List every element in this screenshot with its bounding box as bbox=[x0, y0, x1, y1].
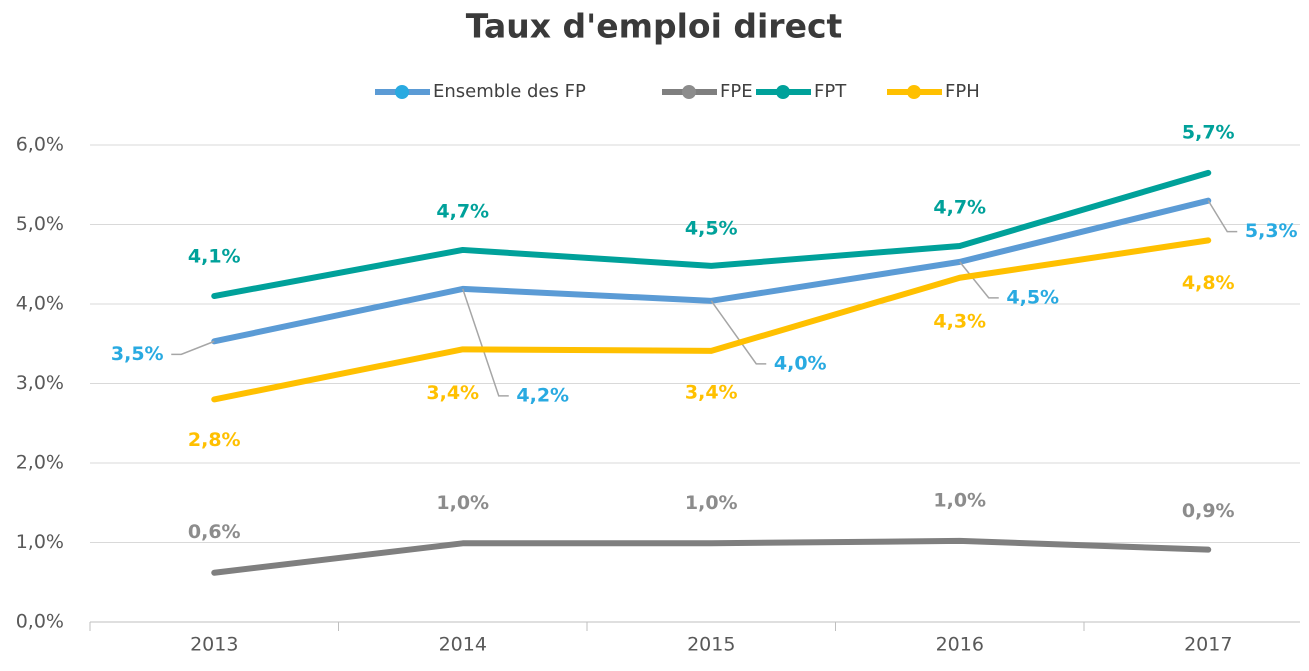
legend-marker bbox=[776, 85, 790, 99]
data-label: 4,3% bbox=[933, 310, 986, 332]
series-line bbox=[211, 169, 1212, 300]
y-tick-label: 6,0% bbox=[16, 134, 64, 156]
data-label: 4,1% bbox=[188, 246, 241, 268]
series-line bbox=[211, 537, 1212, 576]
data-label: 5,7% bbox=[1182, 121, 1235, 143]
data-label: 4,7% bbox=[436, 200, 489, 222]
data-label: 4,0% bbox=[774, 352, 827, 374]
data-label: 4,8% bbox=[1182, 272, 1235, 294]
y-tick-label: 4,0% bbox=[16, 293, 64, 315]
data-label: 2,8% bbox=[188, 429, 241, 451]
data-label: 1,0% bbox=[685, 492, 738, 514]
series-line bbox=[211, 237, 1212, 403]
y-tick-label: 2,0% bbox=[16, 452, 64, 474]
data-label: 3,4% bbox=[685, 381, 738, 403]
y-tick-label: 0,0% bbox=[16, 611, 64, 633]
leader-line bbox=[171, 340, 215, 356]
data-label: 3,4% bbox=[426, 382, 479, 404]
x-tick-label: 2015 bbox=[687, 634, 735, 656]
x-tick-label: 2017 bbox=[1184, 634, 1232, 656]
x-tick-label: 2013 bbox=[190, 634, 238, 656]
x-tick-label: 2014 bbox=[439, 634, 487, 656]
legend-label: FPH bbox=[945, 81, 980, 102]
leader-line bbox=[462, 288, 509, 397]
data-label: 1,0% bbox=[933, 489, 986, 511]
data-label: 0,6% bbox=[188, 521, 241, 543]
legend-label: Ensemble des FP bbox=[433, 81, 586, 102]
x-tick-label: 2016 bbox=[936, 634, 984, 656]
data-label: 4,5% bbox=[685, 217, 738, 239]
data-label: 1,0% bbox=[436, 492, 489, 514]
legend-marker bbox=[907, 85, 921, 99]
legend-label: FPE bbox=[720, 81, 753, 102]
y-tick-label: 1,0% bbox=[16, 531, 64, 553]
data-label: 0,9% bbox=[1182, 500, 1235, 522]
data-label: 4,2% bbox=[516, 384, 569, 406]
data-label: 4,5% bbox=[1006, 286, 1059, 308]
legend-marker bbox=[682, 85, 696, 99]
data-label: 4,7% bbox=[933, 196, 986, 218]
legend-marker bbox=[395, 85, 409, 99]
data-label: 5,3% bbox=[1245, 220, 1298, 242]
data-label: 3,5% bbox=[111, 343, 164, 365]
y-tick-label: 3,0% bbox=[16, 372, 64, 394]
leader-line bbox=[1207, 200, 1238, 233]
y-tick-label: 5,0% bbox=[16, 213, 64, 235]
legend-label: FPT bbox=[814, 81, 847, 102]
chart-title: Taux d'emploi direct bbox=[466, 7, 843, 46]
leader-line bbox=[710, 300, 767, 365]
